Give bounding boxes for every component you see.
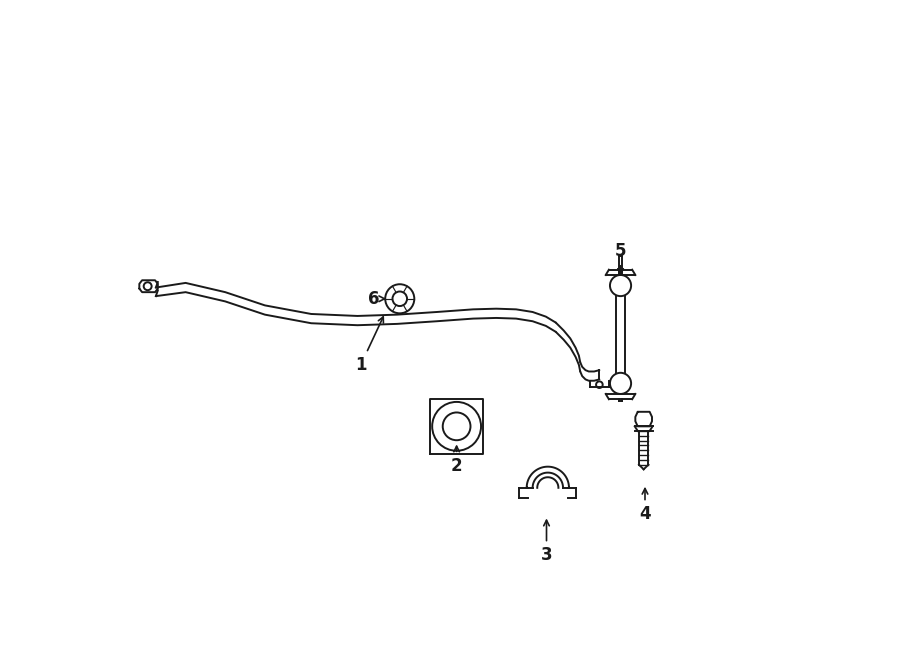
Text: 6: 6 bbox=[367, 290, 385, 308]
Text: 5: 5 bbox=[615, 242, 626, 274]
Text: 3: 3 bbox=[541, 520, 553, 564]
Text: 2: 2 bbox=[451, 446, 463, 475]
Text: 4: 4 bbox=[639, 488, 651, 524]
Text: 1: 1 bbox=[355, 317, 383, 374]
